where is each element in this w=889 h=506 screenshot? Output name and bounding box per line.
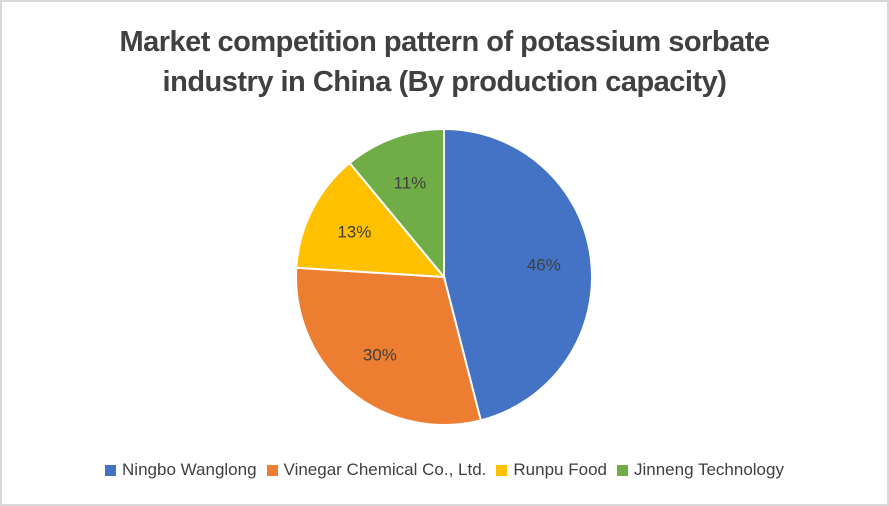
legend-swatch [616, 464, 628, 476]
chart-title: Market competition pattern of potassium … [0, 22, 889, 102]
legend-item-ningbo-wanglong: Ningbo Wanglong [105, 460, 257, 480]
legend-label: Jinneng Technology [633, 460, 784, 479]
legend-item-vinegar-chemical: Vinegar Chemical Co., Ltd. [266, 460, 487, 480]
legend-label: Ningbo Wanglong [122, 460, 257, 479]
chart-title-line-1: Market competition pattern of potassium … [119, 26, 770, 58]
legend-swatch [105, 464, 117, 476]
legend-swatch [496, 464, 508, 476]
slice-jinneng-technology [348, 127, 445, 280]
legend-label: Vinegar Chemical Co., Ltd. [283, 460, 487, 479]
slice-ningbo-wanglong [443, 127, 593, 422]
chart-title-line-2: industry in China (By production capacit… [162, 66, 727, 98]
legend-item-jinneng-technology: Jinneng Technology [616, 460, 784, 480]
data-label: 30% [363, 346, 397, 365]
legend-label: Runpu Food [513, 460, 607, 479]
legend-swatch [266, 464, 278, 476]
data-label: 46% [527, 255, 561, 274]
slice-vinegar-chemical [295, 266, 483, 426]
data-label: 11% [394, 173, 427, 192]
data-label: 13% [337, 222, 371, 241]
chart-legend: Ningbo Wanglong Vinegar Chemical Co., Lt… [0, 460, 889, 480]
slice-runpu-food [295, 161, 447, 279]
legend-item-runpu-food: Runpu Food [496, 460, 607, 480]
